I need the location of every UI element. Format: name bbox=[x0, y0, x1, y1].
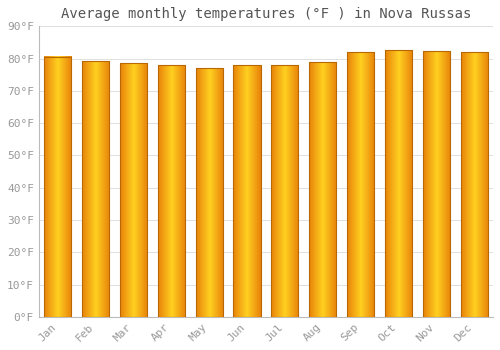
Bar bbox=[309, 62, 336, 317]
Title: Average monthly temperatures (°F ) in Nova Russas: Average monthly temperatures (°F ) in No… bbox=[60, 7, 471, 21]
Bar bbox=[120, 63, 147, 317]
Bar bbox=[460, 52, 488, 317]
Bar bbox=[158, 65, 185, 317]
Bar bbox=[422, 51, 450, 317]
Bar bbox=[234, 65, 260, 317]
Bar bbox=[385, 50, 412, 317]
Bar bbox=[82, 61, 109, 317]
Bar bbox=[347, 52, 374, 317]
Bar bbox=[196, 68, 223, 317]
Bar bbox=[44, 57, 72, 317]
Bar bbox=[271, 65, 298, 317]
